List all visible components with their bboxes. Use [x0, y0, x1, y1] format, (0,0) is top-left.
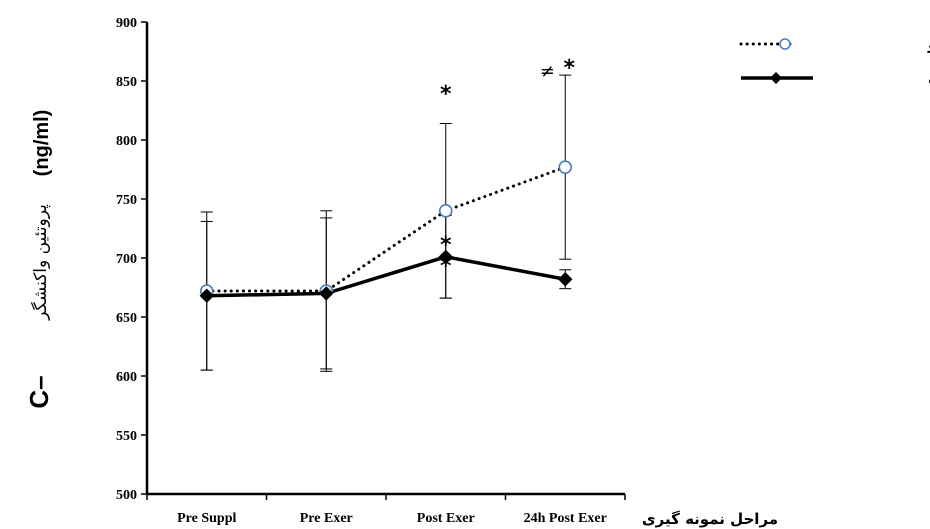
- y-tick-label: 850: [116, 75, 137, 90]
- y-tick-label: 700: [116, 252, 137, 267]
- significance-marker: *: [563, 56, 575, 81]
- y-tick-label: 550: [116, 429, 137, 444]
- x-axis-title: مراحل نمونه گیری: [642, 510, 778, 528]
- annotations: ****≠: [440, 56, 576, 279]
- series-lines: [205, 165, 567, 298]
- y-tick-label: 750: [116, 193, 137, 208]
- x-tick-label: Post Exer: [417, 511, 475, 526]
- legend-marker-circle: [779, 38, 791, 50]
- legend-label: گروه مکمل: [928, 68, 930, 86]
- y-tick-label: 600: [116, 370, 137, 385]
- data-point-diamond: [558, 272, 573, 287]
- data-point-circle: [558, 160, 573, 174]
- legend-marker-diamond: [770, 72, 782, 84]
- data-point-circle: [438, 204, 453, 218]
- series-line: [206, 255, 566, 298]
- axes: [145, 22, 625, 496]
- error-bars: [200, 74, 572, 372]
- y-ticks: 500 550 600 650 700 750 800 850 900: [116, 16, 147, 503]
- y-tick-label: 650: [116, 311, 137, 326]
- y-tick-label: 500: [116, 488, 137, 503]
- y-axis-title-text: پروتئین واکنشگر: [30, 204, 51, 321]
- significance-marker: ≠: [540, 61, 555, 82]
- data-point-diamond: [438, 249, 453, 265]
- series-line: [205, 165, 567, 293]
- data-point-diamond: [199, 288, 214, 303]
- legend: گروه شبه دارو گروه مکمل: [739, 35, 930, 86]
- y-tick-label: 800: [116, 134, 137, 149]
- series-markers: [199, 160, 573, 303]
- legend-label: گروه شبه دارو: [927, 35, 930, 53]
- y-tick-label: 900: [116, 16, 137, 31]
- significance-marker: *: [440, 254, 452, 279]
- x-tick-label: 24h Post Exer: [524, 511, 607, 526]
- significance-marker: *: [440, 82, 452, 107]
- data-point-diamond: [319, 286, 334, 301]
- y-axis-title-letter: C–: [24, 375, 54, 408]
- x-ticks: Pre Suppl Pre Exer Post Exer 24h Post Exer: [146, 494, 626, 526]
- y-axis-title: C– پروتئین واکنشگر (ng/ml): [24, 110, 54, 409]
- x-tick-label: Pre Exer: [300, 511, 353, 526]
- significance-marker: *: [440, 233, 452, 258]
- x-tick-label: Pre Suppl: [177, 511, 236, 526]
- y-axis-title-unit: (ng/ml): [31, 110, 53, 177]
